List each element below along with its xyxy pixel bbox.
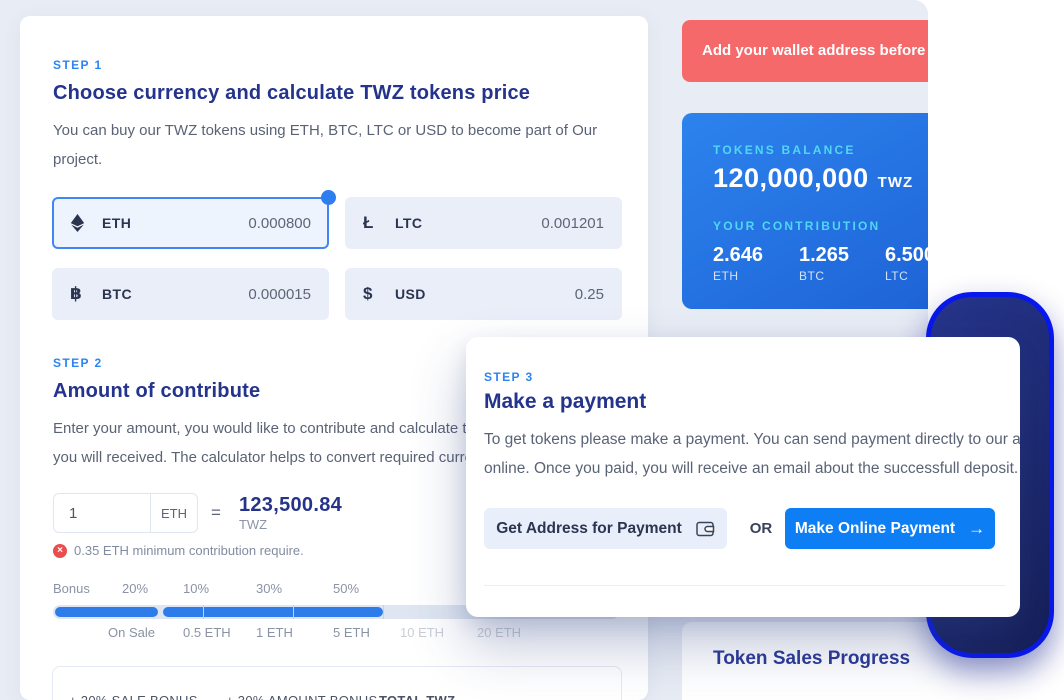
step2-description-line1: Enter your amount, you would like to con…: [53, 420, 595, 437]
bonus-percent: 50%: [333, 581, 360, 596]
bonus-amount: 5 ETH: [333, 625, 370, 640]
currency-rate: 0.001201: [541, 214, 604, 232]
make-online-payment-label: Make Online Payment: [794, 519, 956, 537]
bonus-amount: On Sale: [108, 625, 155, 640]
bonus-percent-row: Bonus 20% 10% 30% 50%: [53, 581, 619, 597]
contribution-eth: 2.646 ETH: [713, 243, 763, 283]
currency-code: ETH: [102, 215, 132, 231]
your-contribution-label: YOUR CONTRIBUTION: [713, 219, 881, 233]
bonus-percent: 30%: [256, 581, 283, 596]
error-text: 0.35 ETH minimum contribution require.: [74, 543, 304, 558]
step2-description: Enter your amount, you would like to con…: [53, 414, 595, 472]
get-address-label: Get Address for Payment: [496, 519, 682, 537]
currency-option-usd[interactable]: $ USD 0.25: [345, 268, 622, 320]
bonus-amount: 20 ETH: [477, 625, 522, 640]
currency-rate: 0.000015: [248, 285, 311, 303]
make-online-payment-button[interactable]: Make Online Payment →: [785, 508, 995, 549]
step1-description-line2: project.: [53, 151, 103, 168]
currency-code: LTC: [395, 215, 423, 231]
minimum-contribution-error: 0.35 ETH minimum contribution require.: [53, 543, 304, 558]
arrow-right-icon: →: [968, 518, 986, 538]
tokens-balance-value-row: 120,000,000 TWZ: [713, 163, 913, 194]
bitcoin-icon: ฿: [70, 284, 82, 303]
total-summary-box: + 20% SALE BONUS + 30% AMOUNT BONUS TOTA…: [52, 666, 622, 700]
bonus-percent: 10%: [183, 581, 210, 596]
make-payment-card: STEP 3 Make a payment To get tokens plea…: [466, 337, 1020, 617]
contribution-ltc: 6.500 LTC: [885, 243, 928, 283]
currency-option-ltc[interactable]: Ł LTC 0.001201: [345, 197, 622, 249]
step2-label: STEP 2: [53, 356, 103, 370]
progress-tick: [293, 605, 294, 619]
amount-input[interactable]: [54, 494, 150, 532]
contribution-unit: BTC: [799, 269, 825, 283]
token-sales-progress-card: Token Sales Progress: [682, 622, 928, 700]
card-footer-divider: [484, 585, 1006, 586]
sale-bonus-label: + 20% SALE BONUS: [69, 693, 198, 700]
token-sales-progress-title: Token Sales Progress: [713, 648, 911, 669]
contribution-unit: LTC: [885, 269, 909, 283]
bonus-label: Bonus: [53, 581, 90, 596]
step2-description-line2: you will received. The calculator helps …: [53, 449, 554, 466]
result-unit: TWZ: [238, 517, 268, 532]
step3-description-line2: online. Once you paid, you will receive …: [484, 460, 1019, 477]
tokens-balance-value: 120,000,000: [713, 163, 869, 193]
bonus-amount: 10 ETH: [400, 625, 445, 640]
progress-tick: [203, 605, 204, 619]
or-separator: OR: [749, 520, 773, 537]
step3-title: Make a payment: [484, 390, 647, 413]
bonus-amount: 0.5 ETH: [183, 625, 231, 640]
step3-description-line1: To get tokens please make a payment. You…: [484, 431, 1020, 448]
currency-rate: 0.25: [574, 285, 604, 303]
bonus-amount: 1 ETH: [256, 625, 293, 640]
payment-buttons-row: Get Address for Payment OR Make Online P…: [484, 508, 1004, 549]
litecoin-icon: Ł: [363, 213, 374, 232]
selected-indicator-dot: [321, 190, 336, 205]
result-amount: 123,500.84: [238, 494, 343, 516]
currency-grid: ETH 0.000800 Ł LTC 0.001201 ฿ BTC 0.0000…: [52, 190, 622, 320]
currency-code: USD: [395, 286, 426, 302]
progress-fill-segment: [55, 607, 158, 617]
step3-description: To get tokens please make a payment. You…: [484, 425, 1020, 483]
tokens-balance-card: TOKENS BALANCE 120,000,000 TWZ YOUR CONT…: [682, 113, 928, 309]
calculator-row: ETH = 123,500.84 TWZ: [53, 493, 342, 533]
bonus-percent: 20%: [122, 581, 149, 596]
contribution-value: 6.500: [885, 244, 928, 266]
dollar-icon: $: [363, 284, 373, 303]
currency-option-eth[interactable]: ETH 0.000800: [52, 190, 336, 249]
wallet-address-alert[interactable]: Add your wallet address before buying: [682, 20, 928, 82]
step2-title: Amount of contribute: [53, 380, 261, 402]
total-twz-label: TOTAL TWZ: [379, 693, 455, 700]
tokens-balance-unit: TWZ: [877, 174, 914, 191]
contribution-unit: ETH: [713, 269, 739, 283]
contribution-value: 1.265: [799, 244, 850, 266]
equals-sign: =: [211, 503, 221, 522]
get-address-button[interactable]: Get Address for Payment: [484, 508, 727, 549]
amount-input-box: ETH: [53, 493, 198, 533]
amount-input-unit: ETH: [150, 494, 197, 532]
currency-code: BTC: [102, 286, 132, 302]
contribution-value: 2.646: [713, 244, 764, 266]
progress-tick: [383, 605, 384, 619]
conversion-result: 123,500.84 TWZ: [239, 493, 342, 532]
currency-option-btc[interactable]: ฿ BTC 0.000015: [52, 268, 329, 320]
ethereum-icon: [70, 214, 98, 232]
step1-title: Choose currency and calculate TWZ tokens…: [53, 82, 531, 104]
contribution-btc: 1.265 BTC: [799, 243, 849, 283]
error-icon: [53, 543, 67, 558]
tokens-balance-label: TOKENS BALANCE: [713, 143, 856, 157]
wallet-icon: [695, 521, 715, 537]
step1-description: You can buy our TWZ tokens using ETH, BT…: [53, 116, 597, 174]
bonus-amount-row: On Sale 0.5 ETH 1 ETH 5 ETH 10 ETH 20 ET…: [53, 625, 619, 641]
amount-bonus-label: + 30% AMOUNT BONUS: [226, 693, 377, 700]
currency-rate: 0.000800: [248, 214, 311, 232]
progress-fill-segment: [163, 607, 383, 617]
step1-label: STEP 1: [53, 58, 103, 72]
step1-description-line1: You can buy our TWZ tokens using ETH, BT…: [53, 122, 598, 139]
step3-label: STEP 3: [484, 370, 534, 384]
